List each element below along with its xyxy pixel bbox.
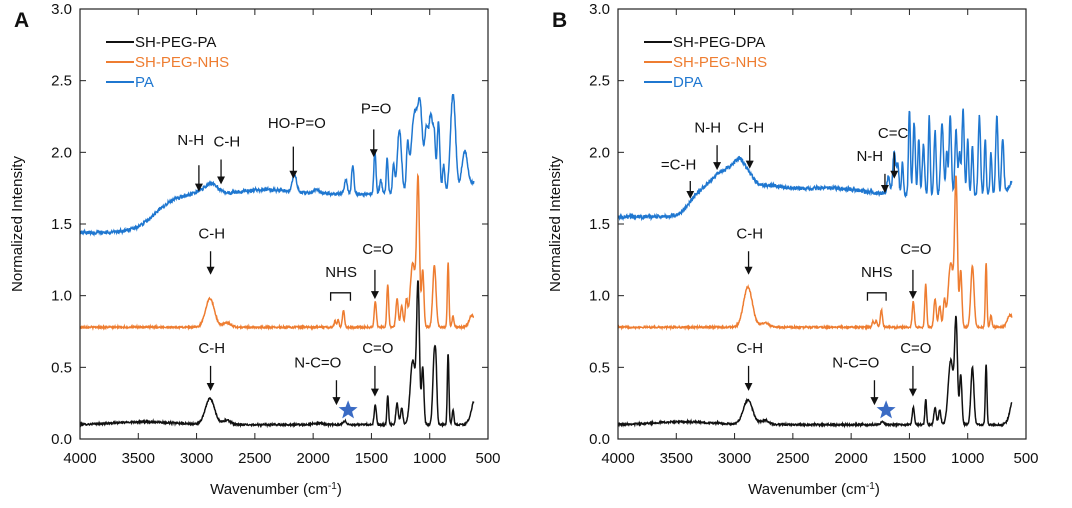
peak-annotation-label: N-C=O	[832, 354, 879, 371]
series-line-sh-peg-dpa	[618, 315, 1013, 429]
y-tick-label: 1.5	[51, 216, 72, 233]
y-tick-label: 1.0	[51, 288, 72, 305]
peak-annotation-label: C-H	[736, 225, 763, 242]
legend-entry: SH-PEG-NHS	[135, 54, 229, 71]
series-line-pa	[80, 94, 475, 237]
nhs-bracket	[329, 292, 352, 301]
x-tick-label: 3000	[180, 450, 213, 467]
series-line-sh-peg-pa	[80, 280, 475, 429]
plot-frame	[617, 8, 1027, 440]
x-tick-label: 2500	[238, 450, 271, 467]
y-tick-label: 2.0	[51, 144, 72, 161]
nhs-bracket	[866, 292, 887, 301]
peak-annotation-label: C-H	[198, 225, 225, 242]
x-tick-label: 1500	[355, 450, 388, 467]
panel-a: A 4000 3500 3000 2500 2000 1500 1000 500 0.0 0.5 1.…	[9, 1, 501, 498]
x-tick-label: 3000	[718, 450, 751, 467]
peak-annotation-label: =C-H	[661, 157, 696, 174]
peak-annotation-label: C=O	[362, 340, 393, 357]
y-tick-label: 2.0	[589, 144, 610, 161]
series-line-sh-peg-nhs	[618, 175, 1013, 331]
peak-annotation-label: N-H	[856, 148, 883, 165]
panel-label-a: A	[14, 9, 29, 32]
x-axis-title-superscript: -1	[866, 481, 875, 492]
legend-entry: SH-PEG-DPA	[673, 34, 765, 51]
x-axis-title: Wavenumber (cm-1)	[748, 481, 880, 499]
y-tick-label: 0.5	[589, 359, 610, 376]
x-tick-label: 4000	[63, 450, 96, 467]
star-icon	[876, 400, 896, 419]
x-tick-label: 500	[475, 450, 500, 467]
x-tick-label: 500	[1013, 450, 1038, 467]
peak-annotation-label: P=O	[361, 101, 391, 118]
peak-annotation-label: N-H	[177, 132, 204, 149]
x-tick-label: 2000	[834, 450, 867, 467]
peak-annotation-label: NHS	[861, 264, 893, 281]
legend-entry: SH-PEG-NHS	[673, 54, 767, 71]
y-tick-label: 0.0	[589, 431, 610, 448]
peak-annotation-label: C=O	[362, 241, 393, 258]
x-tick-label: 3500	[660, 450, 693, 467]
peak-annotation-label: C-H	[214, 134, 241, 151]
x-axis-title-superscript: -1	[328, 481, 337, 492]
y-tick-label: 3.0	[589, 1, 610, 18]
x-tick-label: 4000	[601, 450, 634, 467]
peak-annotation-label: C-H	[738, 119, 765, 136]
x-tick-label: 2500	[776, 450, 809, 467]
peak-annotation-label: C=O	[900, 340, 931, 357]
series-line-dpa	[618, 108, 1013, 222]
y-tick-label: 2.5	[51, 73, 72, 90]
y-tick-label: 0.0	[51, 431, 72, 448]
y-tick-label: 1.5	[589, 216, 610, 233]
legend-entry: SH-PEG-PA	[135, 34, 216, 51]
y-tick-label: 1.0	[589, 288, 610, 305]
peak-annotation-label: HO-P=O	[268, 115, 326, 132]
x-tick-label: 3500	[122, 450, 155, 467]
panel-b: B 4000 3500 3000 2500 2000 1500 1000 500 0.0 0.5 1.…	[547, 1, 1039, 498]
x-tick-label: 2000	[296, 450, 329, 467]
y-tick-label: 0.5	[51, 359, 72, 376]
x-tick-label: 1000	[951, 450, 984, 467]
legend-entry: PA	[135, 74, 154, 91]
peak-annotation-label: N-C=O	[294, 354, 341, 371]
peak-annotation-label: C=C	[878, 125, 909, 142]
x-axis-title-close: )	[337, 481, 342, 498]
star-icon	[338, 400, 358, 419]
legend-entry: DPA	[673, 74, 703, 91]
peak-annotation-label: C-H	[198, 340, 225, 357]
y-axis-title: Normalized Intensity	[9, 156, 26, 292]
peak-annotation-label: N-H	[694, 119, 721, 136]
series-line-sh-peg-nhs	[80, 172, 475, 331]
plot-frame	[79, 8, 489, 440]
y-tick-label: 3.0	[51, 1, 72, 18]
y-tick-label: 2.5	[589, 73, 610, 90]
panel-label-b: B	[552, 9, 567, 32]
x-tick-label: 1500	[893, 450, 926, 467]
x-axis-title-close: )	[875, 481, 880, 498]
x-tick-label: 1000	[413, 450, 446, 467]
peak-annotation-label: C=O	[900, 241, 931, 258]
y-axis-title: Normalized Intensity	[547, 156, 564, 292]
x-axis-title: Wavenumber (cm-1)	[210, 481, 342, 499]
peak-annotation-label: C-H	[736, 340, 763, 357]
peak-annotation-label: NHS	[325, 264, 357, 281]
